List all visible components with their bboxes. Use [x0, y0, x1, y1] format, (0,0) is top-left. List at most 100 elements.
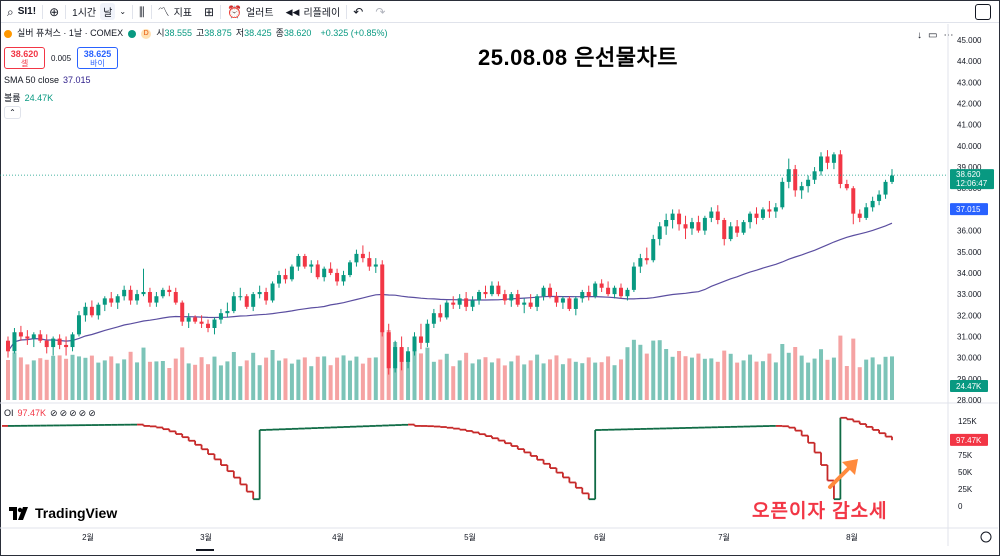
oi-tick-label: 125K: [958, 417, 977, 426]
volume-bar: [509, 361, 514, 400]
candle-body: [380, 264, 385, 333]
oi-tick-label: 50K: [958, 468, 973, 477]
price-tick-label: 41.000: [957, 121, 982, 130]
volume-bar: [322, 356, 327, 400]
candle-body: [444, 302, 449, 318]
candle-body: [31, 334, 36, 339]
volume-bar: [341, 355, 346, 400]
candle-body: [857, 213, 862, 218]
price-tick-label: 29.000: [957, 375, 982, 384]
buy-button[interactable]: 38.625 바이: [77, 47, 119, 69]
indicators-icon: 〽: [157, 4, 170, 19]
volume-bar: [25, 364, 30, 400]
redo-icon: ↷: [375, 4, 386, 19]
candle-body: [206, 323, 211, 328]
candle-body: [328, 268, 333, 273]
interval-selector[interactable]: 1시간 날 ⌄: [66, 1, 132, 23]
volume-bar: [638, 344, 643, 400]
volume-bar: [89, 355, 94, 400]
tradingview-logo[interactable]: TradingView: [9, 505, 117, 521]
fullscreen-button[interactable]: [975, 4, 991, 20]
volume-bar: [625, 347, 630, 400]
candle-body: [560, 298, 565, 303]
candle-body: [141, 292, 146, 295]
toolbar-divider: [65, 4, 67, 19]
volume-bar: [470, 363, 475, 400]
sma-price-label: 37.015: [956, 205, 981, 214]
plus-circle-icon: ⊕: [49, 4, 60, 19]
price-tick-label: 45.000: [957, 36, 982, 45]
candle-body: [625, 289, 630, 297]
main-legend: 실버 퓨쳐스 · 1날 · COMEX D 시38.555 고38.875 저38.…: [4, 28, 388, 39]
instrument-name[interactable]: 실버 퓨쳐스 · 1날 · COMEX: [17, 28, 124, 38]
candle-body: [767, 209, 772, 212]
candle-body: [76, 315, 81, 335]
volume-bar: [160, 361, 165, 400]
volume-bar: [444, 353, 449, 400]
candle-body: [657, 226, 662, 240]
symbol-search[interactable]: ⌕ SI1!: [1, 1, 42, 23]
toolbar-divider: [42, 4, 44, 19]
interval-day[interactable]: 날: [100, 3, 116, 20]
candle-body: [586, 292, 591, 297]
candle-body: [760, 209, 765, 218]
volume-bar: [367, 357, 372, 400]
download-icon[interactable]: ↓: [917, 30, 922, 41]
candle-body: [244, 296, 249, 307]
volume-bar: [496, 358, 501, 400]
price-tick-label: 33.000: [957, 290, 982, 299]
volume-bar: [154, 361, 159, 400]
volume-bar: [302, 357, 307, 400]
alerts-button[interactable]: ⏰ 얼러트: [221, 1, 280, 23]
candle-body: [651, 239, 656, 261]
redo-button[interactable]: ↷: [369, 1, 391, 23]
volume-bar: [748, 354, 753, 400]
spread-value: 0.005: [51, 53, 72, 63]
volume-bar: [457, 360, 462, 400]
candle-body: [180, 302, 185, 322]
price-tick-label: 39.000: [957, 163, 982, 172]
volume-bar: [773, 362, 778, 400]
volume-bar: [599, 362, 604, 400]
sma-legend[interactable]: SMA 50 close 37.015: [4, 75, 91, 85]
price-tick-label: 34.000: [957, 269, 982, 278]
candle-body: [754, 213, 759, 218]
sma-value: 37.015: [63, 75, 91, 85]
chevron-down-icon[interactable]: ⌄: [119, 6, 127, 16]
volume-bar: [141, 347, 146, 400]
candle-body: [689, 222, 694, 229]
volume-bar: [696, 353, 701, 400]
ohlc-value: 38.875: [204, 28, 232, 38]
layouts-button[interactable]: ⊞: [198, 1, 220, 23]
restore-icon[interactable]: ▭: [928, 30, 938, 41]
candle-body: [664, 220, 669, 227]
interval-1h[interactable]: 1시간: [72, 8, 97, 19]
collapse-legend-button[interactable]: ⌃: [4, 106, 21, 119]
sell-button[interactable]: 38.620 셀: [4, 47, 45, 69]
grid-icon: ⊞: [203, 4, 215, 19]
oi-legend[interactable]: OI 97.47K ⊘⊘⊘⊘⊘: [4, 408, 98, 419]
candle-body: [167, 289, 172, 292]
time-tick-label: 2월: [82, 532, 94, 542]
price-tick-label: 43.000: [957, 78, 982, 87]
price-change: +0.325 (+0.85%): [320, 28, 388, 38]
replay-button[interactable]: ◀◀ 리플레이: [280, 1, 347, 23]
candle-body: [644, 258, 649, 261]
undo-button[interactable]: ↶: [347, 1, 369, 23]
volume-bar: [528, 360, 533, 400]
volume-bar: [315, 356, 320, 400]
volume-legend[interactable]: 볼륨 24.47K: [4, 91, 53, 104]
volume-bar: [193, 364, 198, 400]
candle-body: [386, 332, 391, 369]
candle-body: [283, 275, 288, 280]
volume-bar: [889, 356, 895, 400]
price-tick-label: 35.000: [957, 248, 982, 257]
oi-settings-icons[interactable]: ⊘⊘⊘⊘⊘: [50, 408, 98, 418]
candle-body: [793, 169, 798, 191]
candle-body: [535, 296, 540, 307]
chart-type-button[interactable]: ⫼: [133, 1, 151, 23]
indicators-button[interactable]: 〽 지표: [152, 1, 198, 23]
compare-button[interactable]: ⊕: [43, 1, 65, 23]
candle-body: [238, 296, 243, 298]
